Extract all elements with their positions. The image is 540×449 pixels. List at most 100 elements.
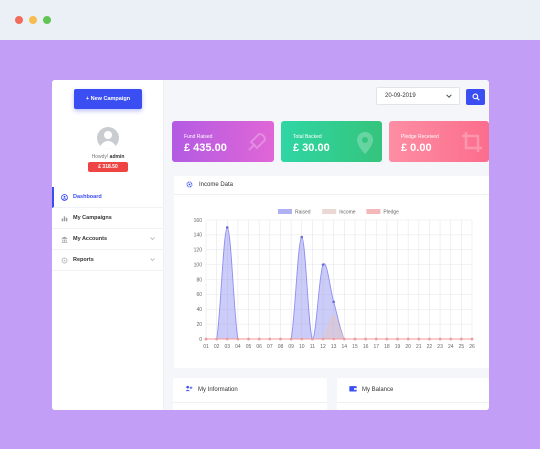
legend-label: Pledge: [383, 210, 399, 216]
window-minimize-dot[interactable]: [29, 16, 37, 24]
x-tick-label: 20: [405, 344, 411, 350]
avatar[interactable]: [97, 127, 119, 149]
y-tick-label: 0: [199, 337, 202, 343]
y-tick-label: 100: [194, 262, 203, 268]
x-tick-label: 18: [384, 344, 390, 350]
legend-swatch: [278, 209, 292, 214]
my-balance-header: My Balance: [349, 385, 393, 394]
data-point: [470, 337, 474, 341]
data-point: [353, 337, 357, 341]
series-line-raised: [205, 226, 472, 340]
data-point: [236, 337, 240, 341]
chevron-down-icon: [150, 236, 155, 241]
sidebar-item-label: My Accounts: [73, 236, 108, 242]
data-point: [417, 337, 421, 341]
dashboard-app: + New Campaign Howdy! admin £ 318.50 Das…: [52, 80, 489, 410]
y-tick-label: 160: [194, 218, 203, 224]
sidebar-item-label: Dashboard: [73, 194, 102, 200]
pledge-received-label: Pledge Received: [401, 134, 439, 140]
data-point: [406, 337, 410, 341]
data-point: [428, 337, 431, 341]
sidebar-item-my-campaigns[interactable]: My Campaigns: [52, 208, 164, 229]
income-data-panel: Income Data 0 20 40 60 80 100 120 140 160 01 02 03 0…: [174, 176, 489, 368]
greeting-text: Howdy!: [91, 154, 109, 160]
income-data-title: Income Data: [199, 182, 234, 188]
x-tick-label: 12: [320, 344, 326, 350]
my-information-title: My Information: [198, 386, 238, 393]
series-area-raised: [206, 227, 472, 339]
x-tick-label: 11: [310, 344, 315, 350]
x-tick-label: 07: [267, 344, 273, 350]
new-campaign-button[interactable]: + New Campaign: [74, 89, 142, 109]
window-maximize-dot[interactable]: [43, 16, 51, 24]
x-tick-label: 08: [278, 344, 284, 350]
data-point: [332, 315, 335, 318]
x-tick-label: 14: [342, 344, 348, 350]
user-name: admin: [109, 154, 125, 160]
data-point: [268, 337, 272, 341]
sidebar-item-dashboard[interactable]: Dashboard: [52, 187, 164, 208]
search-button[interactable]: [466, 89, 485, 105]
date-select[interactable]: 20-09-2019: [376, 87, 460, 105]
x-tick-label: 06: [256, 344, 262, 350]
sidebar: + New Campaign Howdy! admin £ 318.50 Das…: [52, 80, 164, 410]
data-point: [289, 337, 293, 341]
data-point: [438, 337, 442, 341]
data-point: [364, 337, 367, 341]
data-point: [247, 337, 250, 341]
x-tick-label: 13: [331, 344, 337, 350]
chevron-down-icon: [446, 93, 452, 101]
income-data-header: Income Data: [174, 176, 489, 195]
x-tick-label: 04: [235, 344, 241, 350]
pledge-received-card: Pledge Received £ 0.00: [389, 121, 489, 162]
x-tick-label: 24: [448, 344, 454, 350]
legend-swatch: [366, 209, 381, 214]
x-tick-label: 09: [288, 344, 294, 350]
pledge-received-value: £ 0.00: [401, 142, 432, 154]
y-tick-label: 40: [196, 307, 202, 313]
campaigns-icon: [61, 215, 68, 222]
data-point: [311, 337, 314, 341]
data-point: [374, 337, 378, 341]
data-point: [225, 226, 229, 229]
x-tick-label: 23: [437, 344, 443, 350]
data-point: [385, 337, 389, 341]
income-chart: 0 20 40 60 80 100 120 140 160 01 02 03 04 05 06 07 08 09 1…: [194, 209, 475, 350]
data-point: [257, 337, 261, 341]
wallet-icon: [349, 385, 357, 394]
y-tick-label: 60: [196, 292, 202, 298]
total-backed-value: £ 30.00: [293, 142, 330, 154]
x-tick-label: 03: [224, 344, 230, 350]
fund-raised-label: Fund Raised: [184, 134, 213, 140]
user-greeting: Howdy! admin: [52, 154, 164, 160]
y-tick-label: 80: [196, 277, 202, 283]
main-content: 20-09-2019 Fund Raised £ 435.00 Total Ba…: [164, 80, 489, 410]
location-pin-icon: [353, 130, 377, 161]
sidebar-item-my-accounts[interactable]: My Accounts: [52, 229, 164, 250]
data-point: [460, 337, 463, 341]
my-information-header: My Information: [185, 385, 238, 394]
data-point: [321, 337, 325, 341]
my-balance-title: My Balance: [362, 386, 394, 393]
x-tick-label: 22: [427, 344, 433, 350]
y-tick-label: 120: [194, 248, 203, 254]
sidebar-item-reports[interactable]: Reports: [52, 250, 164, 271]
my-information-panel: My Information: [173, 378, 327, 410]
data-point: [332, 300, 335, 304]
sidebar-item-label: Reports: [73, 257, 94, 263]
total-backed-label: Total Backed: [293, 134, 322, 140]
browser-title-bar: [0, 0, 540, 40]
legend-label: Raised: [295, 210, 311, 216]
gear-icon: [186, 181, 193, 190]
fund-raised-value: £ 435.00: [184, 142, 227, 154]
date-value: 20-09-2019: [385, 93, 416, 99]
data-point: [225, 337, 229, 341]
search-icon: [471, 88, 480, 106]
data-point: [321, 263, 325, 266]
x-tick-label: 15: [352, 344, 358, 350]
sidebar-menu: Dashboard My Campaigns My Accounts: [52, 187, 164, 271]
x-tick-label: 19: [395, 344, 401, 350]
data-point: [396, 337, 399, 341]
x-tick-label: 21: [416, 344, 422, 350]
window-close-dot[interactable]: [15, 16, 23, 24]
